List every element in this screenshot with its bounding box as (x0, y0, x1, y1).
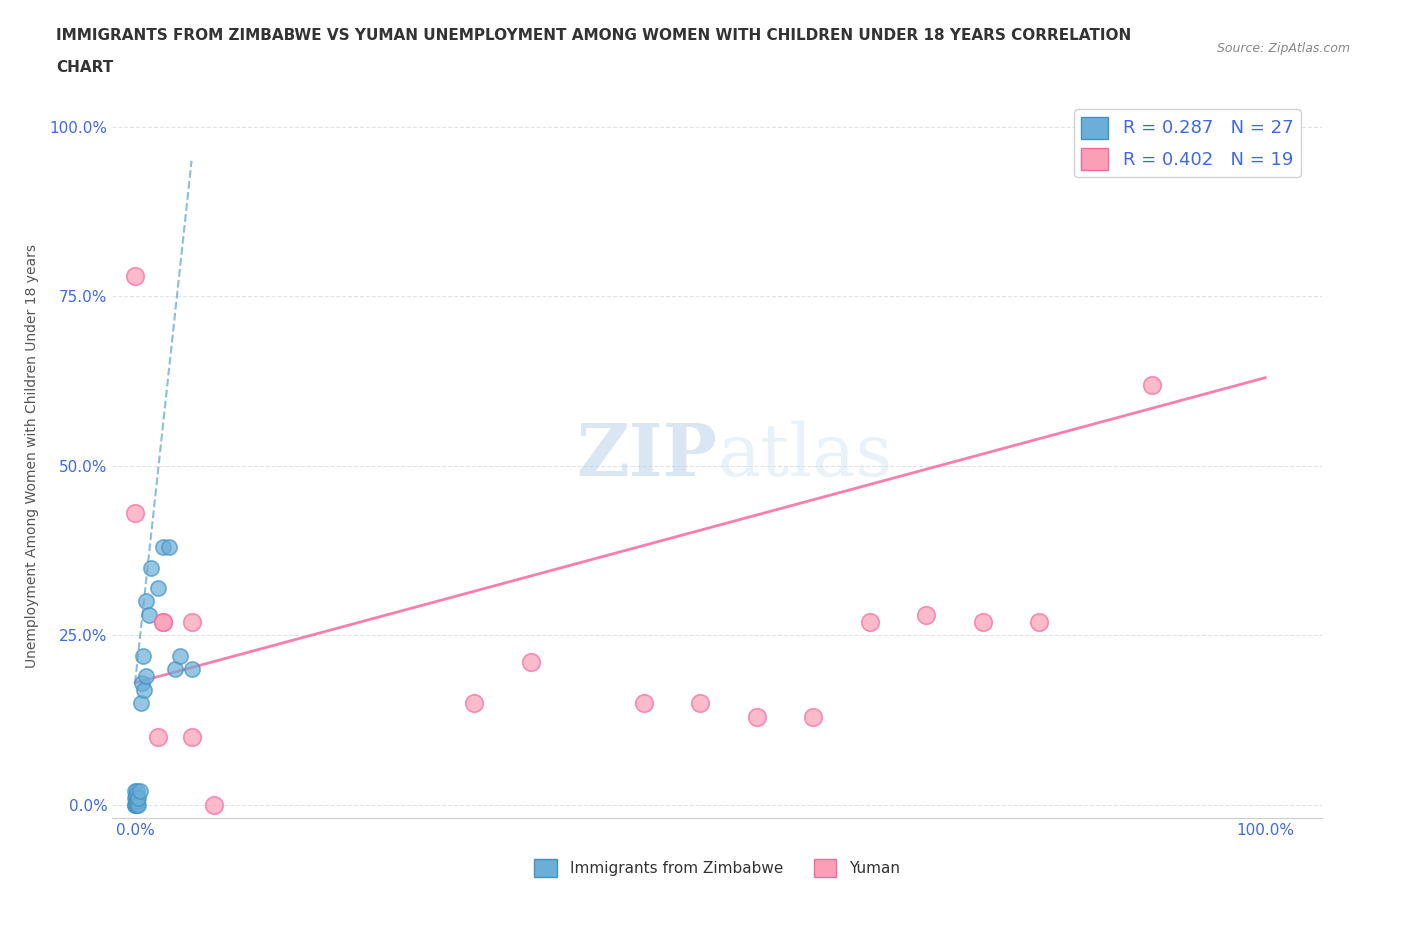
Immigrants from Zimbabwe (134, 682, 156, 697)
Immigrants from Zimbabwe (180, 662, 202, 677)
Yuman (146, 730, 169, 745)
Immigrants from Zimbabwe (131, 675, 153, 690)
Yuman (972, 615, 994, 630)
Immigrants from Zimbabwe (125, 787, 148, 802)
Yuman (152, 615, 174, 630)
Legend: Immigrants from Zimbabwe, Yuman: Immigrants from Zimbabwe, Yuman (529, 853, 905, 884)
Immigrants from Zimbabwe (124, 790, 146, 805)
Yuman (689, 696, 711, 711)
Yuman (124, 269, 146, 284)
Yuman (801, 710, 824, 724)
Immigrants from Zimbabwe (132, 648, 155, 663)
Immigrants from Zimbabwe (124, 797, 146, 812)
Yuman (180, 730, 202, 745)
Text: IMMIGRANTS FROM ZIMBABWE VS YUMAN UNEMPLOYMENT AMONG WOMEN WITH CHILDREN UNDER 1: IMMIGRANTS FROM ZIMBABWE VS YUMAN UNEMPL… (56, 28, 1132, 43)
Y-axis label: Unemployment Among Women with Children Under 18 years: Unemployment Among Women with Children U… (24, 244, 38, 668)
Immigrants from Zimbabwe (124, 797, 146, 812)
Immigrants from Zimbabwe (125, 790, 148, 805)
Immigrants from Zimbabwe (129, 696, 152, 711)
Text: atlas: atlas (717, 420, 893, 491)
Text: ZIP: ZIP (576, 420, 717, 491)
Immigrants from Zimbabwe (139, 560, 162, 575)
Immigrants from Zimbabwe (127, 790, 149, 805)
Immigrants from Zimbabwe (127, 794, 149, 809)
Immigrants from Zimbabwe (127, 784, 149, 799)
Text: CHART: CHART (56, 60, 114, 75)
Text: Source: ZipAtlas.com: Source: ZipAtlas.com (1216, 42, 1350, 55)
Yuman (124, 506, 146, 521)
Yuman (915, 607, 938, 622)
Immigrants from Zimbabwe (135, 669, 157, 684)
Immigrants from Zimbabwe (127, 797, 149, 812)
Immigrants from Zimbabwe (138, 607, 160, 622)
Yuman (519, 655, 541, 670)
Immigrants from Zimbabwe (152, 539, 174, 554)
Immigrants from Zimbabwe (128, 784, 150, 799)
Yuman (180, 615, 202, 630)
Yuman (1140, 377, 1163, 392)
Yuman (859, 615, 882, 630)
Immigrants from Zimbabwe (169, 648, 191, 663)
Immigrants from Zimbabwe (125, 797, 148, 812)
Yuman (152, 615, 174, 630)
Yuman (633, 696, 655, 711)
Yuman (745, 710, 768, 724)
Yuman (202, 797, 225, 812)
Yuman (1028, 615, 1050, 630)
Immigrants from Zimbabwe (163, 662, 186, 677)
Immigrants from Zimbabwe (146, 580, 169, 595)
Immigrants from Zimbabwe (135, 594, 157, 609)
Immigrants from Zimbabwe (127, 797, 149, 812)
Immigrants from Zimbabwe (157, 539, 180, 554)
Immigrants from Zimbabwe (124, 784, 146, 799)
Yuman (463, 696, 485, 711)
